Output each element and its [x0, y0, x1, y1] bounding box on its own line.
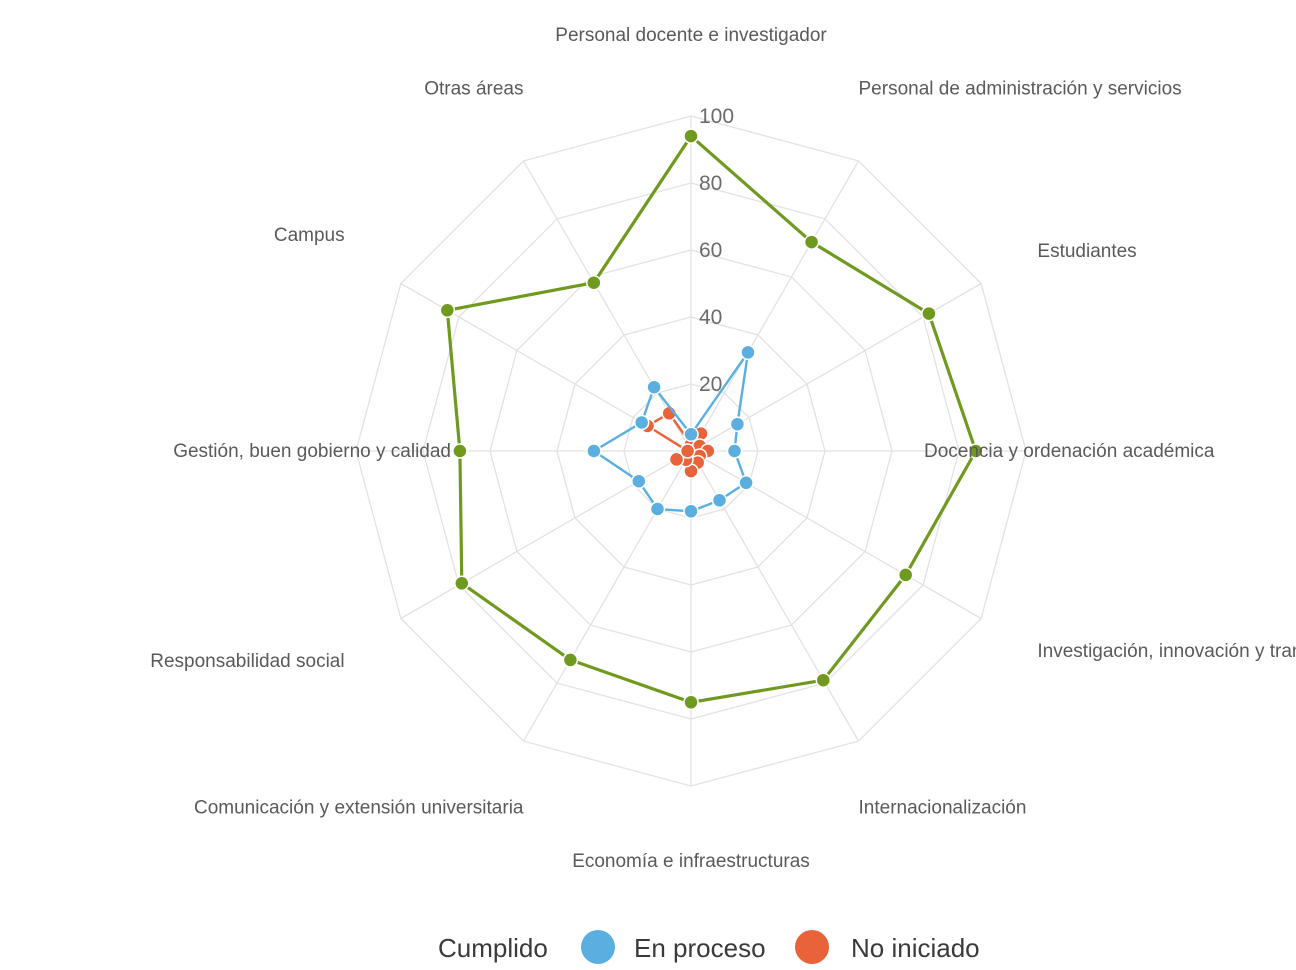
data-point[interactable]: [921, 305, 937, 322]
tick-label: 40: [699, 306, 722, 329]
data-point[interactable]: [683, 503, 699, 520]
radial-tick-labels: 020406080100: [699, 105, 734, 463]
axis-label: Responsabilidad social: [150, 651, 344, 672]
data-point[interactable]: [740, 344, 756, 361]
axis-labels: Personal docente e investigador Personal …: [150, 25, 1296, 872]
data-point[interactable]: [711, 492, 728, 509]
data-point[interactable]: [729, 416, 746, 432]
grid-spoke: [690, 160, 860, 452]
axis-label: Campus: [274, 225, 345, 246]
series-0: [439, 128, 984, 711]
data-point[interactable]: [586, 274, 602, 291]
data-point[interactable]: [683, 694, 699, 711]
data-point[interactable]: [897, 567, 914, 583]
axis-label: Investigación, innovación y transferenci…: [1037, 641, 1296, 662]
data-point[interactable]: [738, 475, 754, 491]
data-point[interactable]: [649, 501, 666, 517]
axis-label: Docencia y ordenación académica: [924, 441, 1215, 462]
data-point[interactable]: [586, 443, 602, 459]
data-point[interactable]: [803, 234, 820, 250]
legend-marker: [795, 930, 829, 964]
axis-label: Personal de administración y servicios: [859, 79, 1182, 100]
tick-label: 60: [699, 239, 722, 262]
data-point[interactable]: [668, 451, 685, 468]
grid-spoke: [522, 160, 692, 452]
data-point[interactable]: [452, 443, 468, 459]
axis-label: Economía e infraestructuras: [572, 851, 810, 872]
axis-label: Otras áreas: [424, 79, 523, 100]
legend-item[interactable]: En proceso: [581, 930, 766, 964]
data-point[interactable]: [683, 128, 699, 144]
data-point[interactable]: [683, 426, 699, 443]
axis-label: Comunicación y extensión universitaria: [194, 797, 524, 818]
tick-label: 100: [699, 105, 734, 128]
grid-spoke: [522, 450, 692, 742]
data-point[interactable]: [631, 473, 647, 489]
series-1: [586, 344, 756, 520]
data-point[interactable]: [439, 302, 456, 319]
data-point[interactable]: [646, 379, 662, 395]
legend-item[interactable]: No iniciado: [795, 930, 980, 964]
grid-spoke: [690, 450, 982, 620]
legend-item[interactable]: Cumplido: [438, 933, 548, 963]
data-point[interactable]: [815, 672, 832, 688]
legend-label: En proceso: [634, 933, 766, 963]
legend-marker: [581, 930, 615, 964]
series-group: [439, 128, 984, 711]
data-point[interactable]: [633, 414, 650, 431]
tick-label: 80: [699, 172, 722, 195]
data-point[interactable]: [726, 443, 743, 459]
data-point[interactable]: [968, 443, 984, 459]
series-line: [445, 134, 978, 704]
axis-label: Estudiantes: [1037, 241, 1136, 262]
grid-spoke: [400, 450, 692, 620]
data-point[interactable]: [562, 652, 579, 668]
axis-label: Internacionalización: [859, 797, 1027, 818]
legend: Cumplido En proceso No iniciado: [438, 930, 980, 964]
legend-label: No iniciado: [851, 933, 980, 963]
data-point[interactable]: [679, 443, 696, 459]
tick-label: 20: [699, 373, 722, 396]
axis-label: Gestión, buen gobierno y calidad: [173, 441, 451, 462]
data-point[interactable]: [454, 575, 470, 592]
legend-label: Cumplido: [438, 933, 548, 963]
axis-label: Personal docente e investigador: [555, 25, 827, 46]
